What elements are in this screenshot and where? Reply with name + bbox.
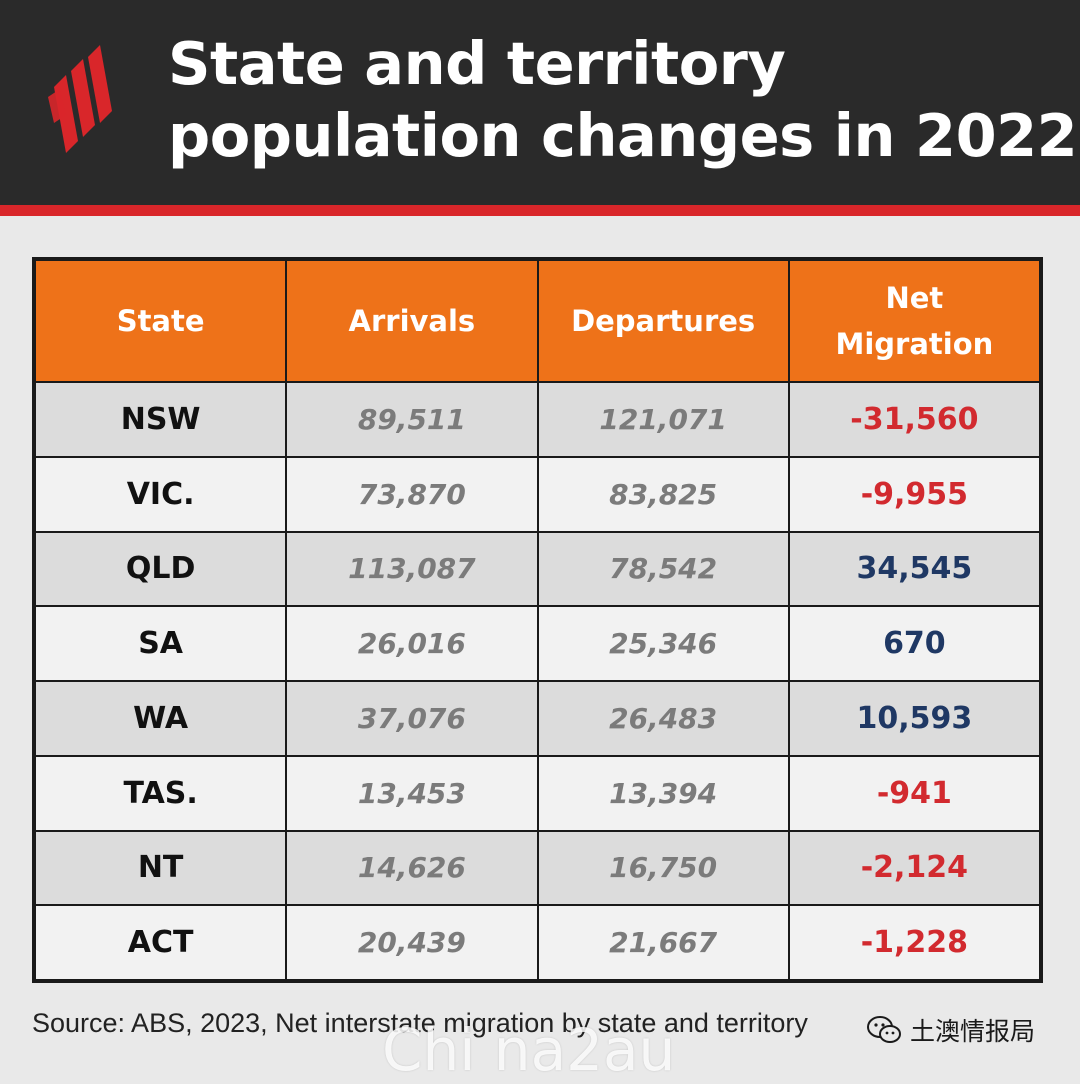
table-row: WA 37,076 26,483 10,593 — [33, 680, 1042, 757]
column-header-net-migration: Net Migration — [787, 259, 1042, 383]
state-cell: QLD — [33, 530, 288, 608]
table-row: QLD 113,087 78,542 34,545 — [33, 530, 1042, 608]
arrivals-cell: 20,439 — [285, 904, 539, 981]
arrivals-cell: 89,511 — [285, 381, 539, 458]
state-cell: TAS. — [33, 754, 288, 832]
net-migration-cell: -941 — [787, 754, 1042, 832]
departures-cell: 26,483 — [536, 680, 790, 757]
arrivals-cell: 73,870 — [285, 455, 539, 533]
departures-cell: 25,346 — [536, 605, 790, 682]
watermark-account: 土澳情报局 — [862, 1010, 1042, 1050]
departures-cell: 83,825 — [536, 455, 790, 533]
watermark-account-name: 土澳情报局 — [910, 1017, 1036, 1046]
header-bar: State and territory population changes i… — [0, 0, 1080, 205]
departures-cell: 121,071 — [536, 381, 790, 458]
column-header-state: State — [33, 259, 288, 383]
net-migration-cell: -9,955 — [787, 455, 1042, 533]
arrivals-cell: 13,453 — [285, 754, 539, 832]
arrivals-cell: 113,087 — [285, 530, 539, 608]
table-row: TAS. 13,453 13,394 -941 — [33, 754, 1042, 832]
net-migration-cell: -31,560 — [787, 381, 1042, 458]
net-migration-cell: 10,593 — [787, 680, 1042, 757]
state-cell: ACT — [33, 904, 288, 981]
watermark-text: Chi na2au — [382, 1016, 676, 1084]
arrivals-cell: 26,016 — [285, 605, 539, 682]
arrivals-cell: 37,076 — [285, 680, 539, 757]
departures-cell: 16,750 — [536, 829, 790, 907]
sbs-logo-icon — [48, 45, 112, 153]
table-header-row: State Arrivals Departures Net Migration — [33, 259, 1042, 383]
header-stripe — [0, 205, 1080, 216]
table-row: NSW 89,511 121,071 -31,560 — [33, 381, 1042, 458]
net-migration-cell: 34,545 — [787, 530, 1042, 608]
table-row: NT 14,626 16,750 -2,124 — [33, 829, 1042, 907]
net-label: Net — [885, 281, 944, 315]
table-row: SA 26,016 25,346 670 — [33, 605, 1042, 682]
net-migration-cell: -2,124 — [787, 829, 1042, 907]
column-header-arrivals: Arrivals — [285, 259, 539, 383]
wechat-icon — [867, 1016, 901, 1043]
departures-cell: 21,667 — [536, 904, 790, 981]
title-line-1: State and territory — [168, 29, 786, 98]
state-cell: NSW — [33, 381, 288, 458]
arrivals-cell: 14,626 — [285, 829, 539, 907]
state-cell: NT — [33, 829, 288, 907]
state-cell: SA — [33, 605, 288, 682]
net-migration-cell: -1,228 — [787, 904, 1042, 981]
migration-label: Migration — [835, 327, 994, 361]
source-note: Source: ABS, 2023, Net interstate migrat… — [32, 1008, 808, 1038]
departures-cell: 13,394 — [536, 754, 790, 832]
table-row: ACT 20,439 21,667 -1,228 — [33, 904, 1042, 981]
title-line-2: population changes in 2022 — [168, 101, 1078, 170]
migration-table: State Arrivals Departures Net Migration N… — [32, 257, 1043, 983]
column-header-departures: Departures — [536, 259, 790, 383]
net-migration-cell: 670 — [787, 605, 1042, 682]
state-cell: VIC. — [33, 455, 288, 533]
page-title: State and territory population changes i… — [168, 28, 1078, 172]
departures-cell: 78,542 — [536, 530, 790, 608]
table-row: VIC. 73,870 83,825 -9,955 — [33, 455, 1042, 533]
state-cell: WA — [33, 680, 288, 757]
